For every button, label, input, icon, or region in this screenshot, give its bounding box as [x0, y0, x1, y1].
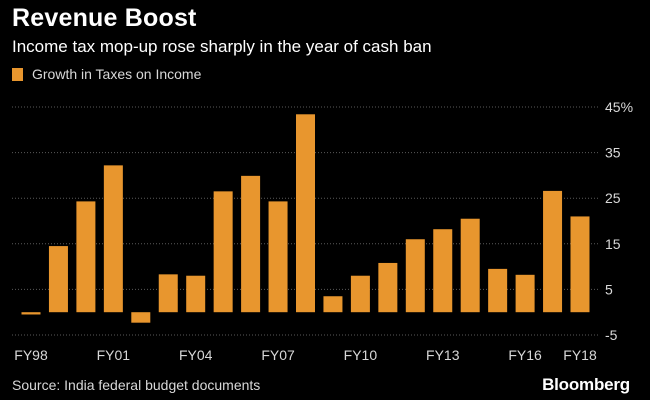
y-axis-ticks: -5 5 15 25 35 45% [605, 99, 633, 343]
bar-fy08 [296, 114, 315, 313]
y-tick-label: 45% [605, 99, 633, 115]
bar-fy14 [460, 218, 480, 313]
x-tick-label: FY04 [179, 347, 213, 363]
bar-fy99 [48, 246, 68, 313]
chart-title: Revenue Boost [12, 4, 197, 32]
x-tick-label: FY13 [426, 347, 460, 363]
x-axis-ticks: FY98 FY01 FY04 FY07 FY10 FY13 FY16 FY18 [14, 347, 597, 363]
y-tick-label: 35 [605, 145, 621, 161]
bar-fy06 [241, 175, 261, 313]
x-tick-label: FY18 [563, 347, 597, 363]
y-tick-label: 5 [605, 281, 613, 297]
chart-subtitle: Income tax mop-up rose sharply in the ye… [12, 37, 432, 56]
bar-fy11 [378, 262, 398, 313]
y-tick-label: 15 [605, 236, 621, 252]
y-tick-label: 25 [605, 190, 621, 206]
bar-fy13 [433, 229, 453, 313]
bar-fy03 [158, 274, 178, 313]
bar-fy01 [103, 165, 123, 313]
x-tick-label: FY07 [261, 347, 295, 363]
y-tick-label: -5 [605, 327, 618, 343]
x-tick-label: FY01 [97, 347, 131, 363]
legend-label: Growth in Taxes on Income [32, 66, 202, 82]
legend: Growth in Taxes on Income [12, 66, 201, 82]
bar-fy05 [213, 191, 233, 313]
bar-fy04 [186, 275, 206, 313]
bar-fy07 [268, 201, 288, 313]
legend-swatch [12, 67, 23, 81]
bar-fy09 [323, 296, 343, 313]
source-note: Source: India federal budget documents [12, 377, 261, 393]
bar-fy17 [543, 190, 563, 313]
bloomberg-logo: Bloomberg [542, 375, 630, 394]
bar-fy18 [570, 216, 590, 313]
bar-fy16 [515, 274, 535, 313]
bar-fy00 [76, 201, 96, 313]
bar-fy98 [21, 312, 41, 315]
bar-fy10 [350, 275, 370, 313]
x-tick-label: FY98 [14, 347, 48, 363]
x-tick-label: FY16 [508, 347, 542, 363]
bar-fy12 [405, 239, 425, 313]
bars [21, 114, 590, 323]
x-tick-label: FY10 [344, 347, 378, 363]
bar-fy15 [488, 268, 508, 313]
bar-fy02 [131, 312, 151, 323]
